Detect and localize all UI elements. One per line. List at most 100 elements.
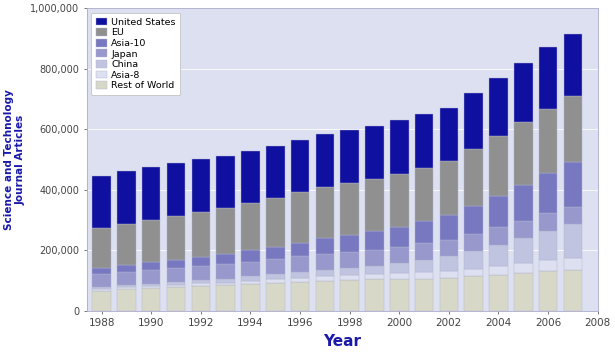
Bar (440, 240, 458, 256)
Bar (142, 286, 161, 288)
Bar (390, 120, 408, 174)
Bar (167, 163, 185, 216)
Bar (365, 250, 384, 265)
Bar (117, 289, 136, 311)
Bar (291, 278, 309, 282)
Bar (92, 176, 111, 228)
Bar (142, 262, 161, 270)
Bar (464, 269, 483, 276)
Bar (415, 221, 434, 243)
Bar (117, 285, 136, 287)
Bar (266, 274, 285, 279)
Bar (241, 284, 260, 311)
Bar (539, 261, 557, 271)
Bar (440, 215, 458, 240)
Bar (167, 282, 185, 285)
Bar (216, 282, 235, 285)
Bar (117, 265, 136, 272)
Bar (142, 220, 161, 262)
Bar (489, 136, 508, 196)
Bar (315, 187, 334, 238)
Bar (365, 280, 384, 311)
Bar (315, 134, 334, 187)
Bar (514, 238, 533, 263)
Bar (117, 287, 136, 289)
Bar (464, 206, 483, 234)
Bar (489, 275, 508, 311)
Bar (167, 260, 185, 268)
Bar (464, 93, 483, 149)
Bar (563, 162, 582, 207)
Bar (241, 250, 260, 262)
Bar (216, 264, 235, 279)
Bar (315, 238, 334, 254)
Bar (340, 235, 359, 252)
Bar (514, 263, 533, 273)
Bar (92, 287, 111, 289)
Bar (390, 227, 408, 247)
Bar (440, 256, 458, 271)
Bar (390, 274, 408, 279)
Bar (415, 260, 434, 272)
Bar (216, 208, 235, 254)
X-axis label: Year: Year (323, 334, 361, 349)
Bar (291, 140, 309, 192)
Bar (539, 173, 557, 213)
Bar (563, 207, 582, 225)
Bar (291, 272, 309, 278)
Bar (365, 179, 384, 231)
Bar (92, 289, 111, 291)
Bar (191, 280, 210, 283)
Bar (167, 216, 185, 260)
Bar (440, 278, 458, 311)
Bar (390, 247, 408, 263)
Bar (539, 213, 557, 231)
Bar (117, 272, 136, 285)
Bar (266, 146, 285, 198)
Bar (340, 275, 359, 280)
Bar (489, 78, 508, 136)
Bar (167, 285, 185, 287)
Bar (390, 279, 408, 311)
Legend: United States, EU, Asia-10, Japan, China, Asia-8, Rest of World: United States, EU, Asia-10, Japan, China… (92, 13, 180, 95)
Bar (340, 130, 359, 183)
Bar (489, 196, 508, 227)
Bar (563, 270, 582, 311)
Bar (266, 198, 285, 247)
Bar (291, 192, 309, 243)
Bar (142, 270, 161, 284)
Bar (464, 251, 483, 269)
Bar (539, 271, 557, 311)
Bar (539, 231, 557, 261)
Bar (563, 34, 582, 96)
Bar (489, 227, 508, 245)
Bar (167, 287, 185, 311)
Bar (315, 281, 334, 311)
Bar (514, 185, 533, 221)
Bar (216, 156, 235, 208)
Bar (563, 225, 582, 258)
Bar (191, 212, 210, 257)
Bar (266, 259, 285, 274)
Bar (514, 122, 533, 185)
Bar (415, 243, 434, 260)
Bar (142, 167, 161, 220)
Bar (291, 243, 309, 257)
Bar (539, 47, 557, 109)
Bar (415, 279, 434, 311)
Bar (216, 279, 235, 282)
Bar (191, 266, 210, 280)
Bar (216, 285, 235, 311)
Bar (340, 268, 359, 275)
Bar (315, 276, 334, 281)
Bar (464, 234, 483, 251)
Y-axis label: Science and Technology
Journal Articles: Science and Technology Journal Articles (4, 89, 26, 230)
Bar (365, 265, 384, 274)
Bar (167, 268, 185, 282)
Bar (440, 108, 458, 161)
Bar (415, 114, 434, 168)
Bar (266, 279, 285, 282)
Bar (340, 280, 359, 311)
Bar (563, 96, 582, 162)
Bar (464, 149, 483, 206)
